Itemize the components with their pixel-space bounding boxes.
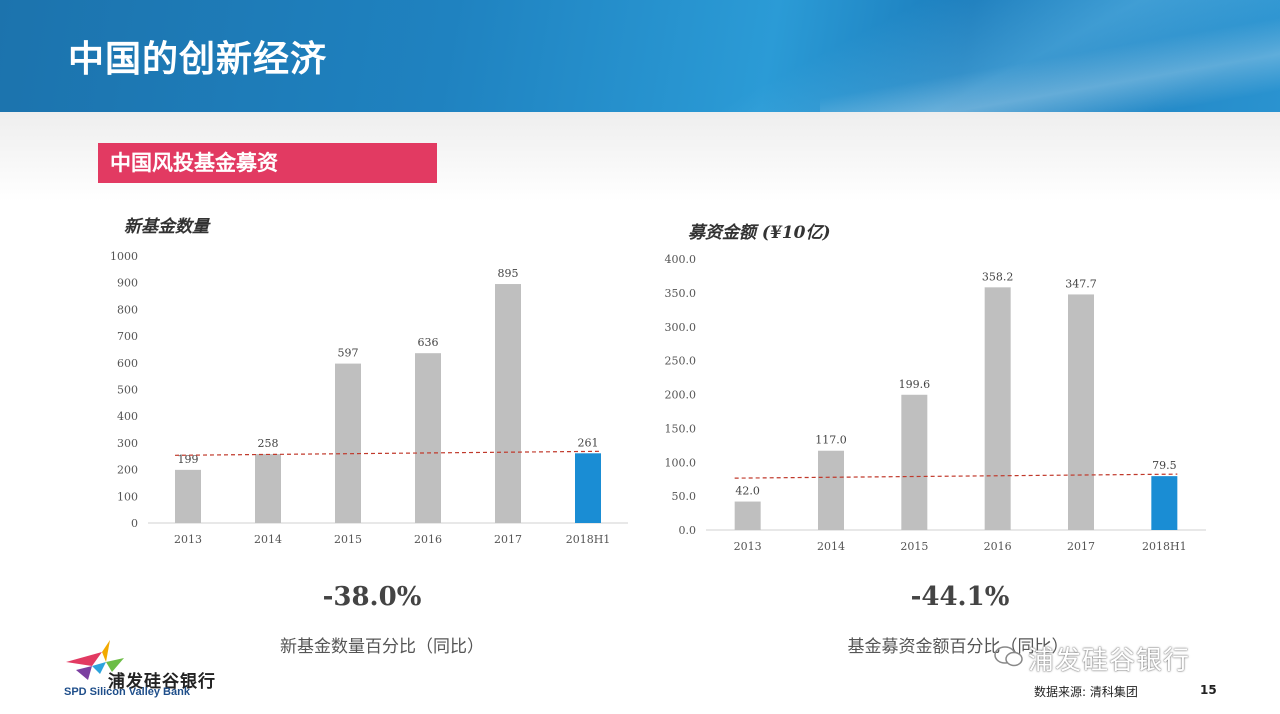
left-ytick-label: 800	[117, 303, 138, 316]
spd-svb-logo-icon	[66, 640, 124, 680]
left-xtick-label: 2015	[334, 533, 362, 546]
left-ytick-label: 400	[117, 410, 138, 423]
left-data-label: 258	[258, 437, 279, 450]
right-data-label: 358.2	[982, 270, 1014, 283]
left-xtick-label: 2016	[414, 533, 442, 546]
right-ytick-label: 150.0	[665, 422, 697, 435]
right-data-label: 199.6	[899, 378, 931, 391]
right-ytick-label: 0.0	[679, 524, 697, 537]
left-data-label: 261	[578, 436, 599, 449]
left-ytick-label: 1000	[110, 250, 138, 263]
left-chart-title: 新基金数量	[124, 217, 209, 237]
left-xtick-label: 2017	[494, 533, 522, 546]
right-xtick-label: 2013	[734, 540, 762, 553]
header-banner: 中国的创新经济	[0, 0, 1280, 112]
left-ytick-label: 200	[117, 464, 138, 477]
right-xtick-label: 2018H1	[1142, 540, 1187, 553]
right-change-percent: -44.1%	[910, 582, 1010, 612]
left-ytick-label: 700	[117, 330, 138, 343]
right-data-label: 79.5	[1152, 459, 1177, 472]
right-data-label: 347.7	[1065, 277, 1097, 290]
right-data-label: 117.0	[815, 434, 847, 447]
logo-chinese-name: 浦发硅谷银行	[108, 672, 216, 692]
left-change-caption: 新基金数量百分比（同比）	[280, 637, 484, 657]
left-bar-2014	[255, 454, 281, 523]
right-ytick-label: 200.0	[665, 389, 697, 402]
right-xtick-label: 2017	[1067, 540, 1095, 553]
left-data-label: 597	[338, 347, 359, 360]
right-bar-2017	[1068, 294, 1094, 530]
left-reference-line	[174, 450, 602, 456]
right-ytick-label: 350.0	[665, 287, 697, 300]
left-bar-2016	[415, 353, 441, 523]
left-xtick-label: 2013	[174, 533, 202, 546]
right-data-label: 42.0	[735, 485, 760, 498]
right-ytick-label: 300.0	[665, 321, 697, 334]
wechat-icon	[994, 646, 1023, 667]
left-data-label: 636	[418, 336, 439, 349]
left-xtick-label: 2014	[254, 533, 282, 546]
right-ytick-label: 400.0	[665, 253, 697, 266]
left-data-label: 199	[178, 453, 199, 466]
right-ytick-label: 250.0	[665, 355, 697, 368]
section-tag: 中国风投基金募资	[98, 143, 437, 183]
right-ytick-label: 100.0	[665, 456, 697, 469]
left-bar-2017	[495, 284, 521, 523]
left-bar-2013	[175, 469, 201, 523]
right-bar-2015	[901, 394, 928, 530]
wechat-watermark: 浦发硅谷银行	[1028, 646, 1191, 676]
left-change-percent: -38.0%	[322, 582, 422, 612]
data-source: 数据来源: 清科集团	[1034, 685, 1138, 699]
left-ytick-label: 600	[117, 357, 138, 370]
right-xtick-label: 2016	[984, 540, 1012, 553]
right-bar-2014	[818, 450, 844, 530]
right-xtick-label: 2015	[900, 540, 928, 553]
left-ytick-label: 300	[117, 437, 138, 450]
left-ytick-label: 900	[117, 277, 138, 290]
left-bar-2018H1	[575, 453, 601, 523]
left-ytick-label: 0	[131, 517, 138, 530]
page-title: 中国的创新经济	[68, 39, 328, 80]
right-chart-title: 募资金额 (¥10亿)	[688, 223, 831, 243]
right-ytick-label: 50.0	[672, 490, 697, 503]
left-xtick-label: 2018H1	[566, 533, 611, 546]
right-bar-2013	[734, 501, 761, 530]
left-bar-2015	[335, 363, 361, 523]
left-ytick-label: 500	[117, 384, 138, 397]
left-ytick-label: 100	[117, 490, 138, 503]
right-xtick-label: 2014	[817, 540, 845, 553]
right-bar-2016	[984, 287, 1011, 530]
right-bar-2018H1	[1151, 476, 1178, 530]
page-number: 15	[1200, 683, 1217, 697]
left-data-label: 895	[498, 267, 519, 280]
right-reference-line	[734, 473, 1178, 479]
logo-english-name: SPD Silicon Valley Bank	[64, 686, 190, 698]
